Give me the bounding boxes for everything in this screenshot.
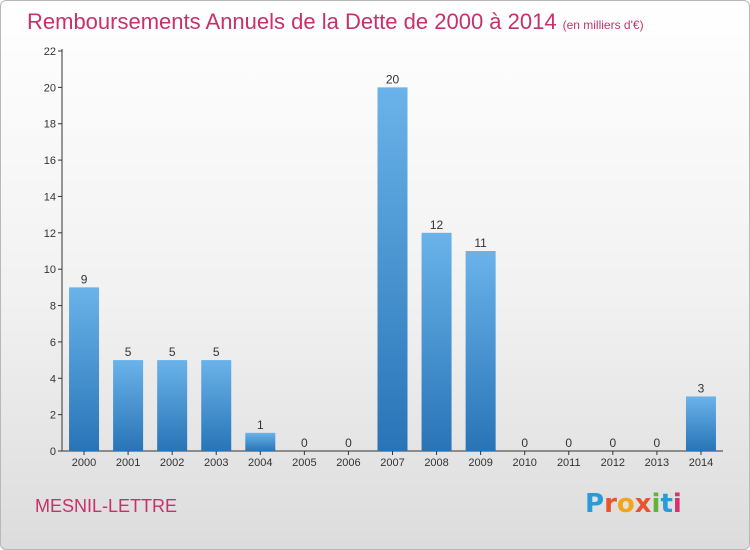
x-tick-label: 2008 — [424, 457, 448, 469]
commune-name: MESNIL-LETTRE — [35, 496, 177, 517]
bar — [69, 287, 99, 451]
y-tick-label: 6 — [50, 337, 56, 349]
y-tick-label: 16 — [44, 155, 56, 167]
data-label: 0 — [609, 436, 616, 450]
data-label: 3 — [698, 381, 705, 395]
x-tick-label: 2006 — [336, 457, 360, 469]
data-label: 5 — [125, 345, 132, 359]
chart-frame: Remboursements Annuels de la Dette de 20… — [0, 0, 750, 550]
data-label: 1 — [257, 418, 264, 432]
data-label: 5 — [169, 345, 176, 359]
bar — [378, 87, 408, 451]
y-tick-label: 12 — [44, 228, 56, 240]
y-tick-label: 2 — [50, 410, 56, 422]
bar — [422, 233, 452, 451]
y-tick-label: 22 — [44, 46, 56, 58]
x-tick-label: 2014 — [689, 457, 713, 469]
x-tick-label: 2001 — [116, 457, 140, 469]
data-label: 11 — [474, 236, 487, 250]
y-tick-label: 4 — [50, 373, 56, 385]
x-tick-label: 2013 — [645, 457, 669, 469]
x-tick-label: 2002 — [160, 457, 184, 469]
x-tick-label: 2003 — [204, 457, 228, 469]
x-tick-label: 2000 — [72, 457, 96, 469]
bar-chart: 0246810121416182022200092001520025200352… — [1, 1, 750, 550]
data-label: 0 — [521, 436, 528, 450]
y-tick-label: 20 — [44, 82, 56, 94]
x-tick-label: 2009 — [468, 457, 492, 469]
data-label: 20 — [386, 72, 400, 86]
y-tick-label: 10 — [44, 264, 56, 276]
bar — [686, 396, 716, 451]
data-label: 0 — [345, 436, 352, 450]
proxiti-logo[interactable]: Proxiti — [585, 489, 682, 519]
logo-letter: r — [604, 489, 617, 519]
y-tick-label: 14 — [44, 191, 56, 203]
y-tick-label: 8 — [50, 301, 56, 313]
logo-letter: P — [585, 489, 604, 519]
x-tick-label: 2004 — [248, 457, 272, 469]
data-label: 0 — [301, 436, 308, 450]
y-tick-label: 0 — [50, 446, 56, 458]
data-label: 0 — [565, 436, 572, 450]
data-label: 0 — [654, 436, 661, 450]
x-tick-label: 2005 — [292, 457, 316, 469]
logo-letter: i — [673, 489, 682, 519]
bar — [157, 360, 187, 451]
x-tick-label: 2007 — [380, 457, 404, 469]
bar — [201, 360, 231, 451]
logo-letter: o — [617, 489, 635, 519]
bar — [245, 433, 275, 451]
logo-letter: t — [660, 489, 672, 519]
x-tick-label: 2012 — [601, 457, 625, 469]
data-label: 12 — [430, 218, 444, 232]
logo-letter: x — [635, 489, 652, 519]
x-tick-label: 2010 — [512, 457, 536, 469]
data-label: 5 — [213, 345, 220, 359]
y-tick-label: 18 — [44, 119, 56, 131]
bar — [113, 360, 143, 451]
data-label: 9 — [81, 272, 88, 286]
x-tick-label: 2011 — [557, 457, 581, 469]
bar — [466, 251, 496, 451]
